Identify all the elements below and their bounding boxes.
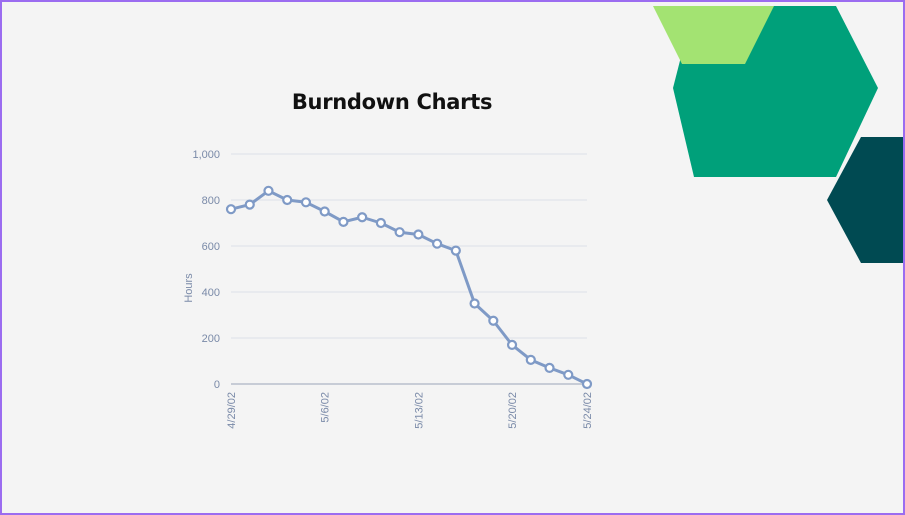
x-tick-label: 5/24/02 (582, 392, 594, 429)
data-point (432, 238, 443, 249)
chart-y-tick-labels: 0 200 400 600 800 1,000 (192, 149, 220, 391)
data-point (357, 212, 368, 223)
chart-x-tick-labels: 4/29/02 5/6/02 5/13/02 5/20/02 5/24/02 (226, 392, 594, 429)
data-point (338, 216, 349, 227)
y-tick-label: 200 (202, 333, 220, 345)
data-point (413, 229, 424, 240)
data-point (506, 339, 518, 350)
data-point (544, 362, 555, 373)
data-point (375, 217, 386, 229)
data-point (525, 354, 536, 365)
data-point (488, 315, 499, 326)
data-point (282, 194, 293, 206)
y-tick-label: 1,000 (192, 149, 220, 161)
slide-title: Burndown Charts (291, 90, 493, 114)
x-tick-label: 4/29/02 (226, 392, 238, 429)
series-line (230, 189, 588, 386)
data-point (244, 199, 255, 210)
data-point (300, 197, 312, 208)
y-tick-label: 400 (202, 287, 220, 299)
chart-series-hours (225, 185, 593, 390)
data-point (263, 185, 274, 196)
x-tick-label: 5/6/02 (320, 392, 332, 423)
data-point (450, 245, 461, 256)
data-point (394, 227, 405, 238)
chart-y-axis-label: Hours (183, 273, 195, 303)
hexagon-green-light (653, 6, 774, 64)
data-point (319, 206, 330, 217)
x-tick-label: 5/20/02 (507, 392, 519, 429)
chart-gridlines (231, 153, 587, 385)
y-tick-label: 800 (202, 195, 220, 207)
hexagon-dark-teal (827, 137, 903, 263)
data-point (225, 204, 237, 215)
y-tick-label: 0 (214, 379, 220, 391)
data-point (581, 378, 593, 390)
x-tick-label: 5/13/02 (413, 392, 425, 429)
data-point (469, 298, 480, 309)
data-point (563, 369, 574, 380)
y-tick-label: 600 (202, 241, 220, 253)
